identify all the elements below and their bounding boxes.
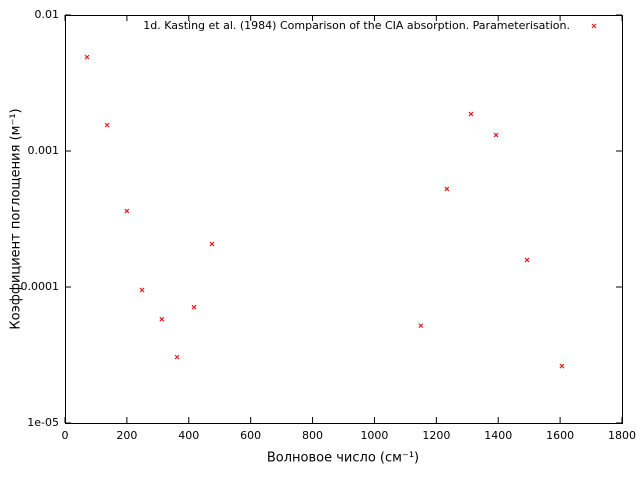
x-axis-label: Волновое число (см⁻¹) <box>267 451 419 466</box>
x-tick-label: 1600 <box>546 429 574 442</box>
x-tick-label: 200 <box>116 429 137 442</box>
point <box>524 257 530 263</box>
point <box>104 122 110 128</box>
y-tick-label: 0.01 <box>35 8 60 21</box>
point <box>174 354 180 360</box>
x-tick-label: 800 <box>302 429 323 442</box>
x-tick-label: 1200 <box>422 429 450 442</box>
x-tick-label: 0 <box>62 429 69 442</box>
point <box>468 111 474 117</box>
y-tick-label: 0.001 <box>28 144 60 157</box>
point <box>559 363 565 369</box>
x-tick-label: 1000 <box>360 429 388 442</box>
point <box>444 186 450 192</box>
point <box>191 304 197 310</box>
legend-marker <box>591 23 597 29</box>
point <box>493 132 499 138</box>
point <box>139 287 145 293</box>
x-tick-label: 600 <box>240 429 261 442</box>
point <box>418 323 424 329</box>
y-axis-label: Коэффициент поглощения (м⁻¹) <box>9 108 24 329</box>
x-tick-label: 1400 <box>484 429 512 442</box>
plot-border <box>65 15 623 424</box>
point <box>84 54 90 60</box>
point <box>124 208 130 214</box>
point <box>159 316 165 322</box>
legend-label: 1d. Kasting et al. (1984) Comparison of … <box>143 19 570 32</box>
y-tick-label: 1e-05 <box>27 416 59 429</box>
point <box>209 241 215 247</box>
x-tick-label: 1800 <box>608 429 636 442</box>
x-tick-label: 400 <box>178 429 199 442</box>
y-tick-label: 0.0001 <box>21 280 60 293</box>
